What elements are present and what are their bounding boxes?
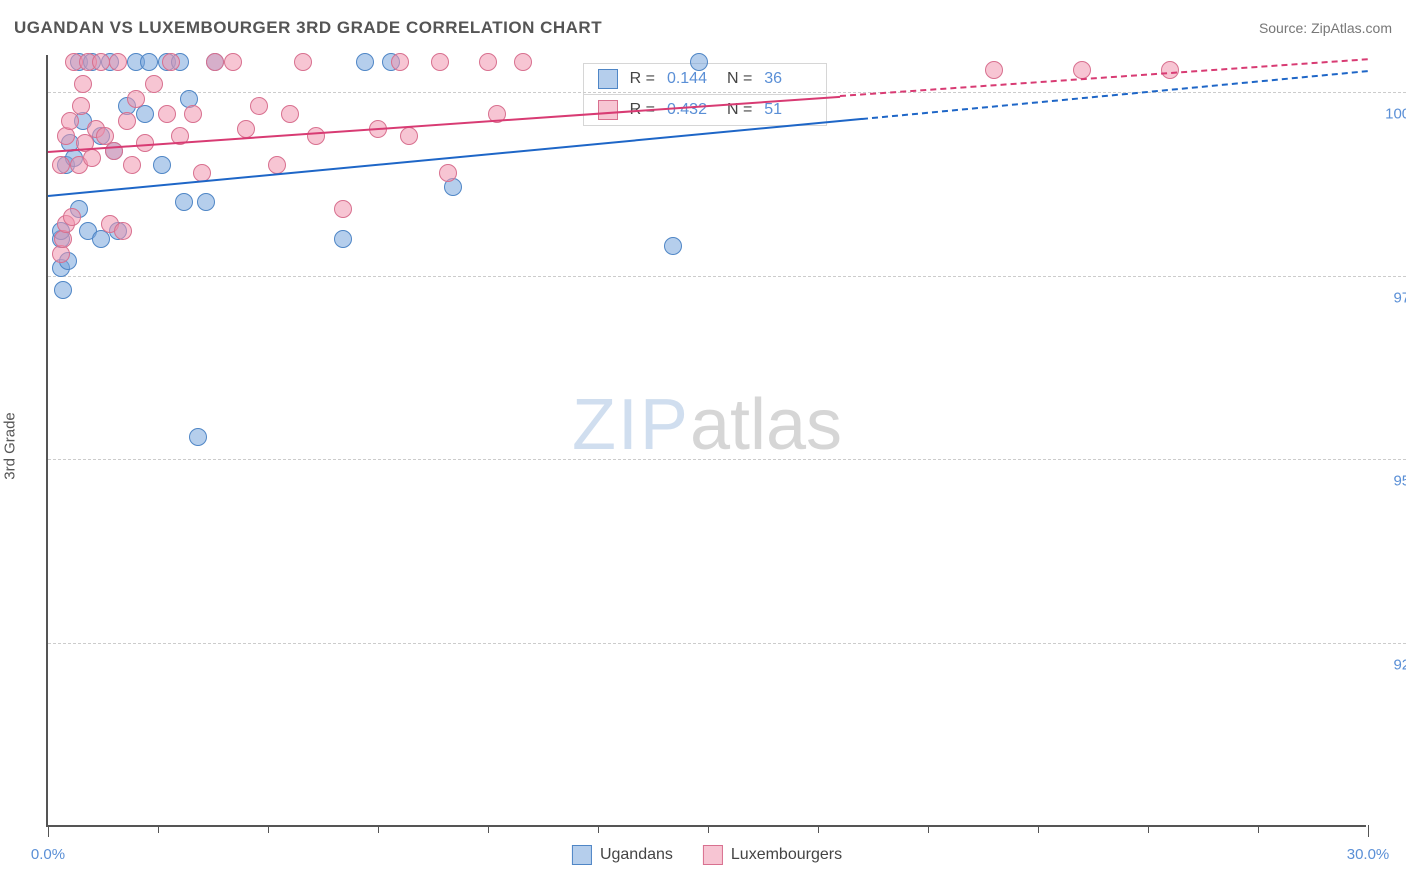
- scatter-point-ugandans: [140, 53, 158, 71]
- chart-source: Source: ZipAtlas.com: [1259, 20, 1392, 36]
- scatter-point-luxembourgers: [105, 142, 123, 160]
- x-tick-label: 0.0%: [31, 846, 65, 863]
- y-tick-label: 92.5%: [1393, 657, 1406, 674]
- stats-swatch-luxembourgers: [598, 100, 618, 120]
- y-tick-label: 100.0%: [1385, 105, 1406, 122]
- scatter-point-luxembourgers: [92, 53, 110, 71]
- x-tick-label: 30.0%: [1347, 846, 1390, 863]
- scatter-point-luxembourgers: [224, 53, 242, 71]
- stats-swatch-ugandans: [598, 69, 618, 89]
- scatter-point-luxembourgers: [250, 97, 268, 115]
- stats-n-value-luxembourgers: 51: [764, 101, 812, 119]
- y-tick-label: 97.5%: [1393, 289, 1406, 306]
- scatter-point-luxembourgers: [118, 112, 136, 130]
- stats-r-value-ugandans: 0.144: [667, 70, 715, 88]
- scatter-point-luxembourgers: [1161, 61, 1179, 79]
- scatter-point-luxembourgers: [162, 53, 180, 71]
- scatter-point-luxembourgers: [109, 53, 127, 71]
- scatter-point-luxembourgers: [237, 120, 255, 138]
- y-axis-title: 3rd Grade: [2, 412, 19, 480]
- x-tick: [1148, 825, 1149, 833]
- scatter-point-luxembourgers: [83, 149, 101, 167]
- x-tick: [1368, 825, 1369, 837]
- scatter-point-ugandans: [197, 193, 215, 211]
- scatter-point-luxembourgers: [127, 90, 145, 108]
- scatter-point-luxembourgers: [52, 156, 70, 174]
- watermark-part1: ZIP: [572, 385, 690, 465]
- stats-r-value-luxembourgers: 0.432: [667, 101, 715, 119]
- scatter-point-luxembourgers: [123, 156, 141, 174]
- scatter-point-luxembourgers: [63, 208, 81, 226]
- scatter-point-ugandans: [175, 193, 193, 211]
- scatter-point-luxembourgers: [74, 75, 92, 93]
- legend-swatch-ugandans: [572, 845, 592, 865]
- x-tick: [158, 825, 159, 833]
- scatter-point-luxembourgers: [72, 97, 90, 115]
- source-link[interactable]: ZipAtlas.com: [1311, 20, 1392, 36]
- plot-area: ZIPatlas R =0.144N =36R =0.432N =51 Ugan…: [46, 55, 1366, 827]
- scatter-point-luxembourgers: [1073, 61, 1091, 79]
- scatter-point-luxembourgers: [514, 53, 532, 71]
- scatter-point-luxembourgers: [158, 105, 176, 123]
- scatter-point-ugandans: [664, 237, 682, 255]
- chart-title: UGANDAN VS LUXEMBOURGER 3RD GRADE CORREL…: [14, 18, 602, 38]
- gridline-h: [48, 459, 1406, 460]
- y-tick-label: 95.0%: [1393, 473, 1406, 490]
- scatter-point-ugandans: [189, 428, 207, 446]
- scatter-point-luxembourgers: [268, 156, 286, 174]
- scatter-point-ugandans: [690, 53, 708, 71]
- x-tick: [598, 825, 599, 833]
- correlation-stats-box: R =0.144N =36R =0.432N =51: [583, 63, 828, 126]
- scatter-point-luxembourgers: [114, 222, 132, 240]
- x-tick: [48, 825, 49, 837]
- scatter-point-ugandans: [356, 53, 374, 71]
- scatter-point-ugandans: [54, 281, 72, 299]
- scatter-point-luxembourgers: [334, 200, 352, 218]
- scatter-point-luxembourgers: [294, 53, 312, 71]
- x-tick: [708, 825, 709, 833]
- scatter-point-luxembourgers: [145, 75, 163, 93]
- stats-r-label: R =: [630, 70, 655, 88]
- scatter-point-luxembourgers: [184, 105, 202, 123]
- x-tick: [1038, 825, 1039, 833]
- gridline-h: [48, 92, 1406, 93]
- gridline-h: [48, 276, 1406, 277]
- stats-n-label: N =: [727, 70, 752, 88]
- gridline-h: [48, 643, 1406, 644]
- bottom-legend: Ugandans Luxembourgers: [572, 845, 842, 865]
- scatter-point-luxembourgers: [391, 53, 409, 71]
- scatter-point-luxembourgers: [439, 164, 457, 182]
- stats-n-value-ugandans: 36: [764, 70, 812, 88]
- scatter-point-ugandans: [153, 156, 171, 174]
- scatter-point-luxembourgers: [479, 53, 497, 71]
- legend-item-luxembourgers: Luxembourgers: [703, 845, 842, 865]
- scatter-point-luxembourgers: [985, 61, 1003, 79]
- scatter-point-luxembourgers: [307, 127, 325, 145]
- x-tick: [928, 825, 929, 833]
- legend-label-ugandans: Ugandans: [600, 846, 673, 864]
- scatter-point-ugandans: [334, 230, 352, 248]
- source-prefix: Source:: [1259, 20, 1311, 36]
- scatter-point-luxembourgers: [61, 112, 79, 130]
- watermark: ZIPatlas: [572, 384, 842, 466]
- scatter-point-luxembourgers: [431, 53, 449, 71]
- scatter-point-luxembourgers: [400, 127, 418, 145]
- x-tick: [378, 825, 379, 833]
- scatter-point-luxembourgers: [281, 105, 299, 123]
- scatter-point-luxembourgers: [206, 53, 224, 71]
- legend-swatch-luxembourgers: [703, 845, 723, 865]
- legend-label-luxembourgers: Luxembourgers: [731, 846, 842, 864]
- x-tick: [818, 825, 819, 833]
- x-tick: [268, 825, 269, 833]
- x-tick: [1258, 825, 1259, 833]
- watermark-part2: atlas: [690, 385, 842, 465]
- x-tick: [488, 825, 489, 833]
- chart-header: UGANDAN VS LUXEMBOURGER 3RD GRADE CORREL…: [14, 18, 1392, 38]
- legend-item-ugandans: Ugandans: [572, 845, 673, 865]
